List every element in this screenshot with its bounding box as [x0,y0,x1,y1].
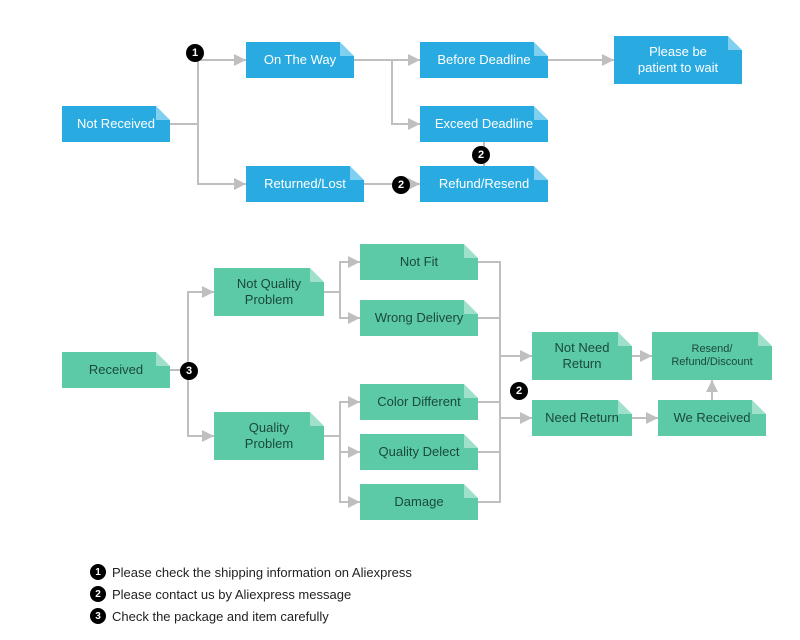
node-label: On The Way [264,52,336,68]
node-label: Received [89,362,143,378]
edge-3 [392,60,420,124]
node-label: Not Quality Problem [237,276,301,307]
node-label: Need Return [545,410,619,426]
badge-3-3: 3 [180,362,198,380]
edge-7 [170,292,214,370]
node-label: Damage [394,494,443,510]
node-nq_problem: Not Quality Problem [214,268,324,316]
node-label: Not Received [77,116,155,132]
edge-13 [324,436,360,502]
node-label: We Received [673,410,750,426]
edge-1 [170,124,246,184]
node-label: Not Need Return [555,340,610,371]
legend-badge: 3 [90,608,106,624]
node-exceed_dl: Exceed Deadline [420,106,548,142]
edge-9 [324,262,360,292]
node-refund_resend: Refund/Resend [420,166,548,202]
node-received: Received [62,352,170,388]
node-please_wait: Please be patient to wait [614,36,742,84]
node-on_the_way: On The Way [246,42,354,78]
legend-item-2: 2 Please contact us by Aliexpress message [90,586,351,602]
node-label: Returned/Lost [264,176,346,192]
node-label: Before Deadline [437,52,530,68]
node-not_received: Not Received [62,106,170,142]
node-need_ret: Need Return [532,400,632,436]
node-label: Quality Delect [379,444,460,460]
node-label: Not Fit [400,254,438,270]
edge-10 [324,292,360,318]
node-not_need_ret: Not Need Return [532,332,632,380]
node-before_dl: Before Deadline [420,42,548,78]
badge-1-0: 1 [186,44,204,62]
badge-2-1: 2 [392,176,410,194]
node-wrong_del: Wrong Delivery [360,300,478,336]
node-we_received: We Received [658,400,766,436]
node-not_fit: Not Fit [360,244,478,280]
legend-item-1: 1 Please check the shipping information o… [90,564,412,580]
edge-19 [500,402,532,418]
edge-0 [170,60,246,124]
node-label: Resend/ Refund/Discount [671,343,752,369]
legend-item-3: 3 Check the package and item carefully [90,608,329,624]
node-label: Wrong Delivery [375,310,464,326]
edge-16 [478,356,500,402]
node-resend_ref: Resend/ Refund/Discount [652,332,772,380]
legend-text: Please check the shipping information on… [112,565,412,580]
node-label: Refund/Resend [439,176,529,192]
node-damage: Damage [360,484,478,520]
node-label: Color Different [377,394,461,410]
node-q_problem: Quality Problem [214,412,324,460]
node-color_diff: Color Different [360,384,478,420]
edge-14 [478,262,532,356]
badge-2-4: 2 [510,382,528,400]
edge-8 [170,370,214,436]
edge-17 [478,418,500,452]
node-label: Quality Problem [245,420,293,451]
node-returned_lost: Returned/Lost [246,166,364,202]
edge-12 [324,436,360,452]
legend-text: Check the package and item carefully [112,609,329,624]
node-label: Please be patient to wait [638,44,718,75]
legend-text: Please contact us by Aliexpress message [112,587,351,602]
edge-11 [324,402,360,436]
legend-badge: 1 [90,564,106,580]
legend-badge: 2 [90,586,106,602]
node-quality_def: Quality Delect [360,434,478,470]
edge-18 [478,418,500,502]
badge-2-2: 2 [472,146,490,164]
flowchart-canvas: Not Received On The Way Returned/Lost Befor… [0,0,800,640]
edge-15 [478,318,500,356]
node-label: Exceed Deadline [435,116,533,132]
